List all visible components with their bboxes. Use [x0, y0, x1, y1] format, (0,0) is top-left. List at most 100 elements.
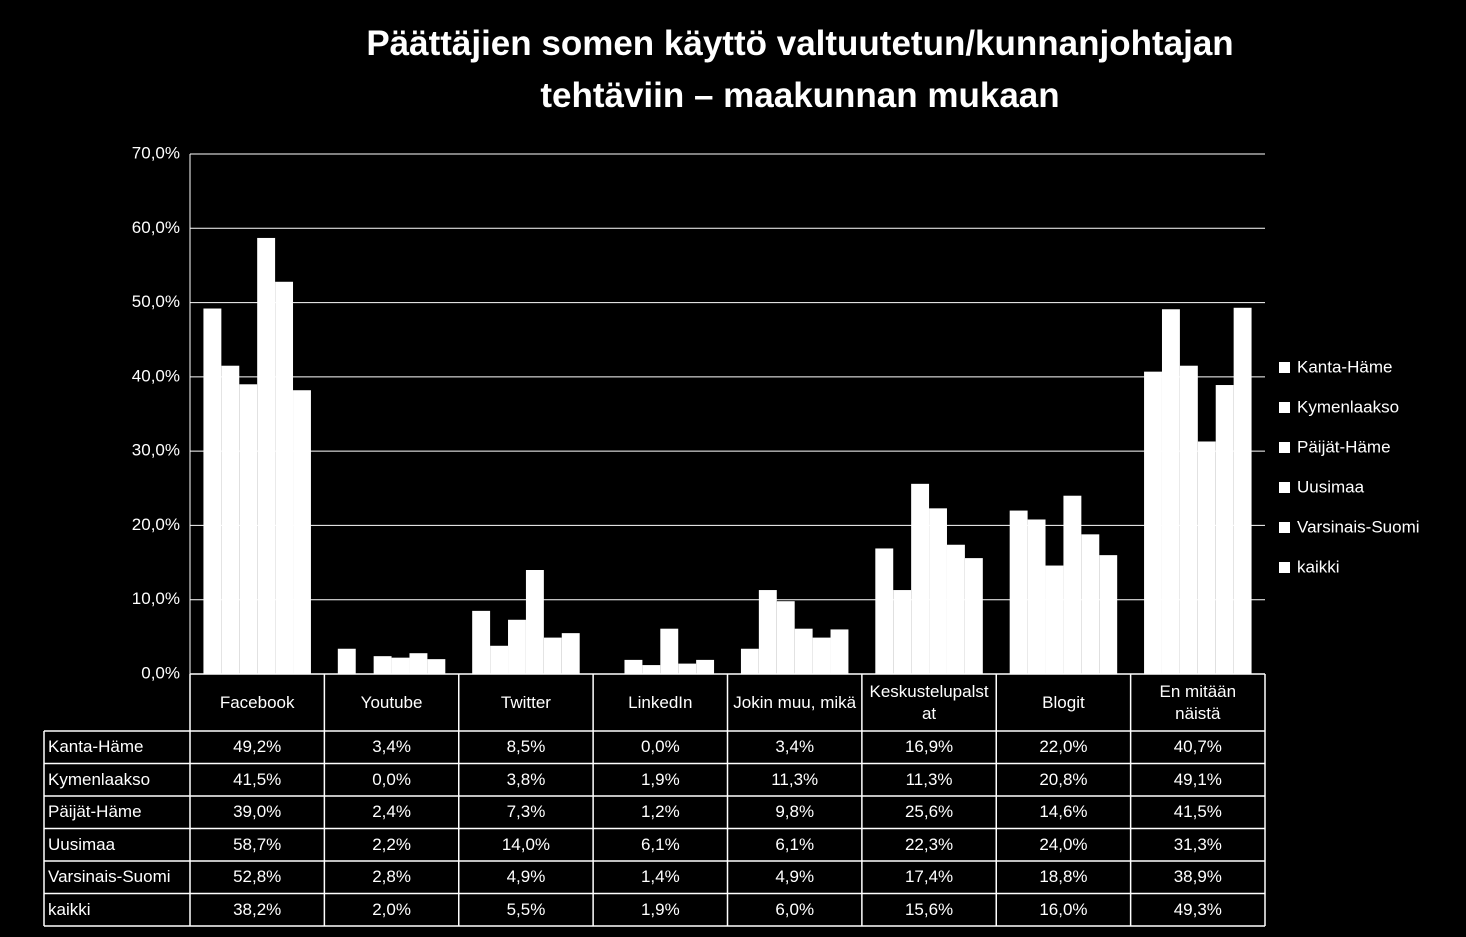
bar: [830, 629, 849, 674]
category-label: En mitään näistä: [1159, 681, 1237, 723]
legend-label: Päijät-Häme: [1297, 437, 1391, 456]
bar: [391, 657, 410, 674]
bar: [740, 648, 759, 674]
table-value: 2,2%: [372, 834, 411, 854]
table-value: 38,2%: [233, 899, 282, 919]
bar: [812, 637, 831, 674]
bar: [221, 365, 240, 674]
category-label: Keskustelupalstat: [869, 681, 989, 723]
category-label: Facebook: [219, 692, 295, 712]
bar: [1063, 495, 1082, 674]
row-label: Kanta-Häme: [48, 737, 144, 757]
bar: [427, 659, 446, 674]
table-value: 9,8%: [775, 802, 815, 822]
bar: [1099, 555, 1118, 674]
legend-swatch: [1279, 482, 1290, 493]
legend-label: Kanta-Häme: [1297, 357, 1392, 376]
table-value: 58,7%: [233, 834, 282, 854]
table-value: 49,2%: [233, 737, 282, 757]
bar: [239, 384, 258, 674]
table-value: 2,0%: [372, 899, 411, 919]
row-label: Varsinais-Suomi: [48, 867, 171, 887]
bar: [875, 548, 894, 674]
table-value: 8,5%: [506, 737, 546, 757]
table-value: 3,4%: [775, 737, 815, 757]
bar: [1179, 365, 1198, 674]
table-value: 11,3%: [771, 769, 819, 789]
table-value: 17,4%: [904, 867, 954, 887]
bar: [642, 665, 661, 674]
bar: [561, 633, 580, 674]
table-value: 1,2%: [640, 802, 680, 822]
bar: [1233, 307, 1252, 674]
table-value: 15,6%: [904, 899, 954, 919]
table-value: 0,0%: [372, 769, 411, 789]
bar: [275, 281, 294, 674]
chart-title: Päättäjien somen käyttö valtuutetun/kunn…: [366, 24, 1234, 115]
bar: [490, 645, 509, 674]
table-value: 1,9%: [640, 769, 680, 789]
bar: [373, 656, 392, 674]
table-value: 4,9%: [506, 867, 546, 887]
table-value: 31,3%: [1173, 834, 1222, 854]
table-value: 22,3%: [904, 834, 954, 854]
bar: [696, 659, 715, 674]
legend-label: kaikki: [1297, 557, 1340, 576]
bar: [1081, 534, 1100, 674]
category-label: LinkedIn: [628, 692, 693, 712]
table-value: 41,5%: [233, 769, 282, 789]
table-value: 2,4%: [372, 802, 411, 822]
table-value: 6,0%: [775, 899, 815, 919]
row-label: kaikki: [48, 899, 91, 919]
y-tick-label: 30,0%: [132, 441, 180, 460]
row-label: Uusimaa: [48, 834, 116, 854]
table-value: 14,6%: [1039, 802, 1088, 822]
bar: [776, 601, 795, 674]
legend-swatch: [1279, 402, 1290, 413]
table-value: 4,9%: [775, 867, 815, 887]
bar: [1144, 371, 1162, 674]
table-value: 6,1%: [640, 834, 680, 854]
y-tick-label: 50,0%: [132, 292, 180, 311]
y-tick-label: 40,0%: [132, 366, 180, 385]
bar: [964, 558, 983, 674]
table-value: 39,0%: [233, 802, 282, 822]
table-value: 38,9%: [1173, 867, 1222, 887]
legend-swatch: [1279, 442, 1290, 453]
table-value: 24,0%: [1039, 834, 1088, 854]
bar: [543, 637, 562, 674]
bar: [508, 619, 526, 674]
bar: [678, 663, 697, 674]
table-value: 6,1%: [775, 834, 815, 854]
table-value: 52,8%: [233, 867, 282, 887]
table-value: 25,6%: [904, 802, 954, 822]
legend-label: Uusimaa: [1297, 477, 1365, 496]
bar: [1197, 441, 1216, 674]
bar: [758, 590, 777, 674]
table-value: 49,3%: [1173, 899, 1222, 919]
bar: [624, 659, 643, 674]
table-value: 0,0%: [640, 737, 680, 757]
bar: [1215, 385, 1234, 674]
bar: [660, 628, 679, 674]
bar: [794, 628, 813, 674]
table-value: 2,8%: [372, 867, 411, 887]
table-value: 16,9%: [904, 737, 954, 757]
table-value: 1,4%: [640, 867, 680, 887]
legend-swatch: [1279, 362, 1290, 373]
table-value: 1,9%: [640, 899, 680, 919]
y-tick-label: 70,0%: [132, 143, 180, 162]
bar: [472, 610, 491, 674]
legend-swatch: [1279, 522, 1290, 533]
bar: [1045, 565, 1064, 674]
bar: [946, 544, 965, 674]
row-label: Kymenlaakso: [48, 769, 151, 789]
category-label: Blogit: [1042, 692, 1085, 712]
table-value: 41,5%: [1173, 802, 1222, 822]
table-value: 3,4%: [372, 737, 411, 757]
legend-label: Varsinais-Suomi: [1297, 517, 1420, 536]
y-tick-label: 10,0%: [132, 589, 180, 608]
category-label: Twitter: [500, 692, 551, 712]
